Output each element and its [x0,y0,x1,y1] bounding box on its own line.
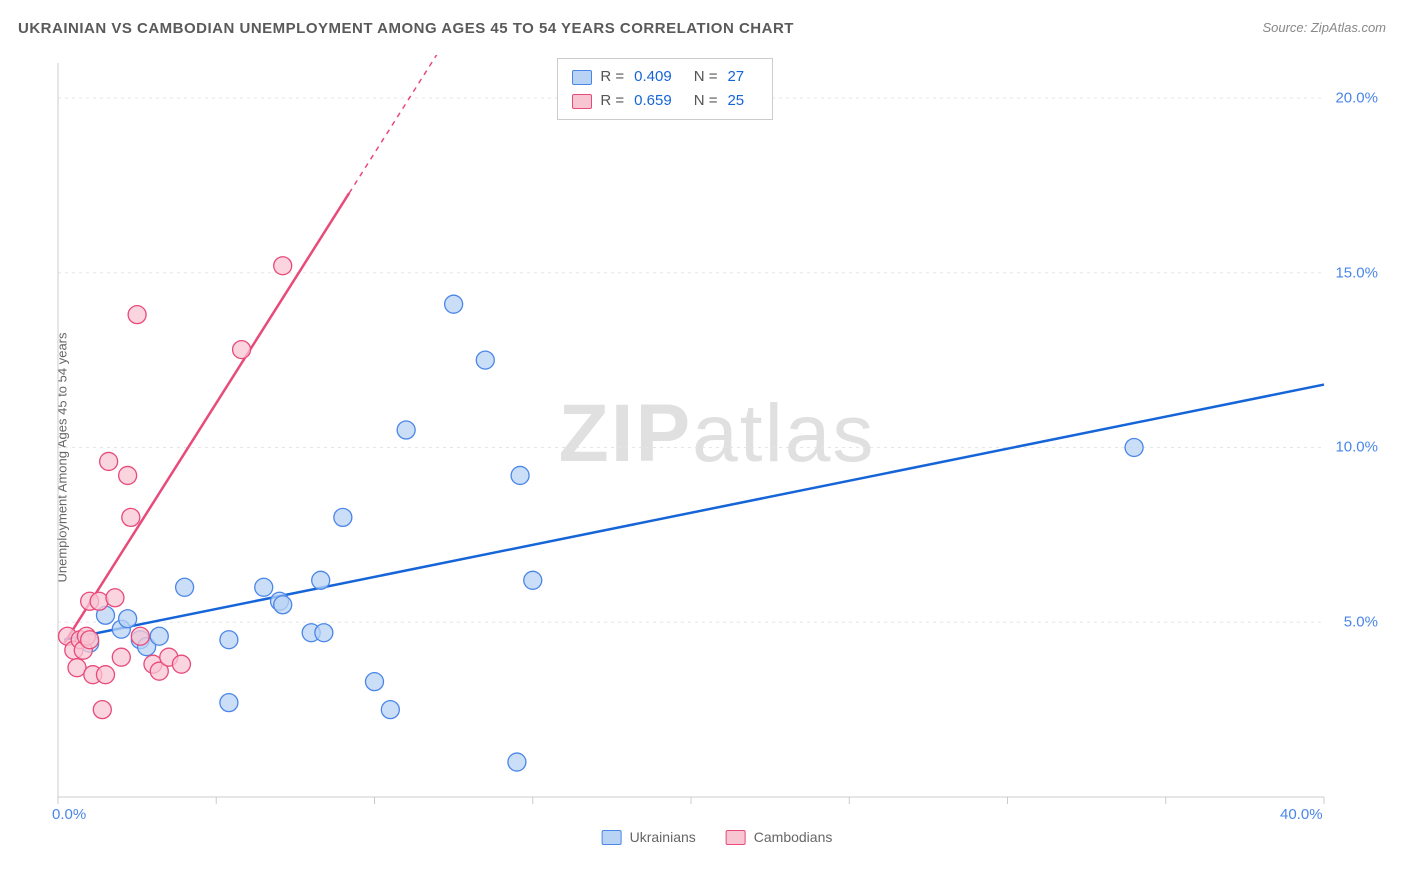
x-tick-label: 40.0% [1280,806,1323,823]
scatter-chart [52,55,1382,845]
source-attribution: Source: ZipAtlas.com [1262,20,1386,35]
r-label: R = [600,65,624,89]
chart-area: Unemployment Among Ages 45 to 54 years Z… [52,55,1382,845]
legend-stat-row: R = 0.659 N = 25 [572,89,758,113]
series-legend: Ukrainians Cambodians [602,829,833,845]
legend-item: Cambodians [726,829,833,845]
n-label: N = [694,89,718,113]
correlation-legend: R = 0.409 N = 27 R = 0.659 N = 25 [557,58,773,120]
legend-label: Ukrainians [630,829,696,845]
y-tick-label: 15.0% [1335,264,1378,281]
y-tick-label: 20.0% [1335,89,1378,106]
y-tick-label: 5.0% [1344,614,1378,631]
legend-swatch [726,830,746,845]
n-value: 27 [727,65,744,89]
legend-swatch [602,830,622,845]
legend-swatch [572,94,592,109]
chart-title: UKRAINIAN VS CAMBODIAN UNEMPLOYMENT AMON… [18,20,794,37]
legend-item: Ukrainians [602,829,696,845]
r-value: 0.409 [634,65,672,89]
legend-label: Cambodians [754,829,833,845]
n-value: 25 [727,89,744,113]
legend-swatch [572,70,592,85]
r-label: R = [600,89,624,113]
r-value: 0.659 [634,89,672,113]
n-label: N = [694,65,718,89]
y-tick-label: 10.0% [1335,439,1378,456]
x-tick-label: 0.0% [52,806,86,823]
legend-stat-row: R = 0.409 N = 27 [572,65,758,89]
